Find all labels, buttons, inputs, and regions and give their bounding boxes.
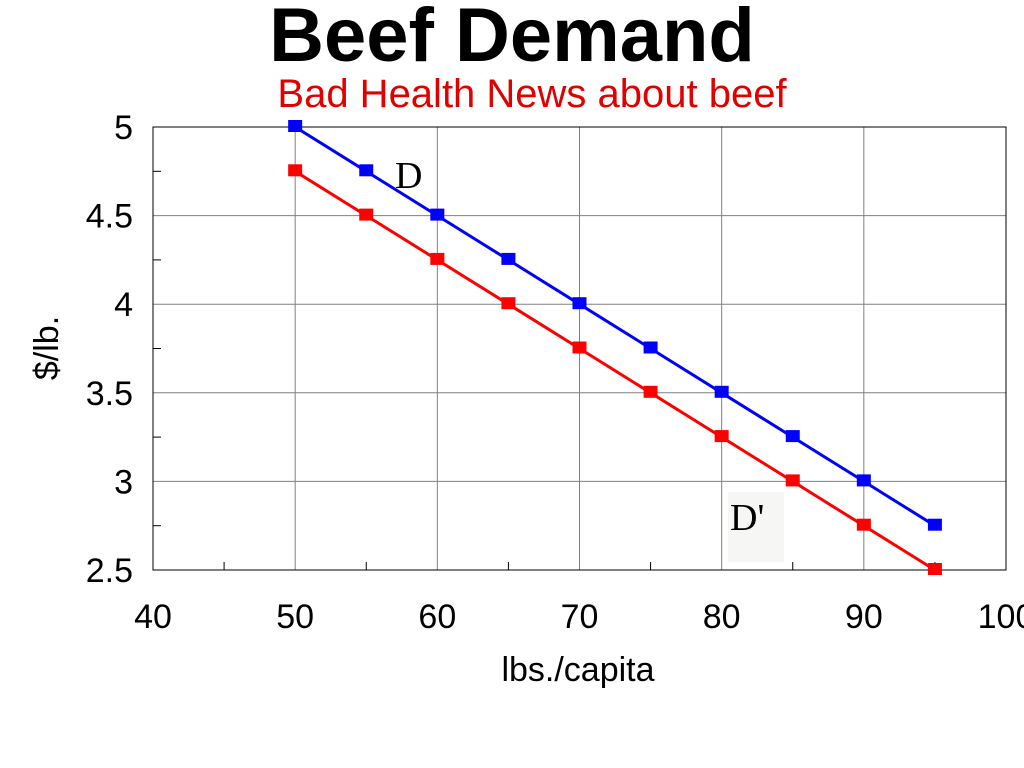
- y-tick-label: 5: [114, 109, 133, 147]
- data-point: [714, 385, 729, 398]
- data-point: [643, 341, 658, 354]
- data-point: [359, 208, 374, 221]
- x-axis-title: lbs./capita: [501, 651, 654, 689]
- data-point: [572, 341, 587, 354]
- y-tick-label: 2.5: [86, 552, 133, 590]
- y-axis-title: $/lb.: [28, 316, 66, 380]
- data-point: [572, 297, 587, 310]
- minor-ticks: [153, 170, 936, 570]
- data-point: [927, 518, 942, 531]
- chart-title: Beef Demand: [269, 0, 755, 78]
- series-line: [294, 125, 936, 527]
- x-tick-label: 40: [134, 598, 172, 636]
- y-tick-label: 3: [114, 463, 133, 501]
- chart-subtitle: Bad Health News about beef: [277, 72, 787, 116]
- data-point: [430, 252, 445, 265]
- data-point: [501, 297, 516, 310]
- data-point: [359, 164, 374, 177]
- data-point: [501, 252, 516, 265]
- y-tick-label: 3.5: [86, 375, 133, 413]
- data-point: [288, 164, 303, 177]
- series-line: [294, 170, 936, 572]
- y-tick-labels: 2.5 3 3.5 4 4.5 5: [86, 109, 133, 590]
- data-point: [856, 518, 871, 531]
- data-point: [927, 563, 942, 575]
- x-tick-label: 60: [418, 598, 456, 636]
- x-tick-label: 70: [561, 598, 599, 636]
- x-tick-labels: 40 50 60 70 80 90 100: [134, 598, 1024, 636]
- x-tick-label: 80: [703, 598, 741, 636]
- x-tick-label: 50: [276, 598, 314, 636]
- series-d: [288, 120, 942, 531]
- data-point: [714, 430, 729, 443]
- x-tick-label: 90: [845, 598, 883, 636]
- series-layer: [288, 120, 942, 575]
- y-tick-label: 4: [114, 286, 133, 324]
- y-tick-label: 4.5: [86, 198, 133, 236]
- data-point: [643, 385, 658, 398]
- series-d-prime: [288, 164, 942, 575]
- series-label-d: D: [395, 155, 422, 197]
- x-tick-label: 100: [978, 598, 1024, 636]
- series-label-d-prime: D': [730, 497, 764, 539]
- data-point: [785, 474, 800, 487]
- data-point: [856, 474, 871, 487]
- d-prime-label-background: [728, 492, 784, 562]
- data-point: [785, 430, 800, 443]
- data-point: [288, 120, 303, 132]
- data-point: [430, 208, 445, 221]
